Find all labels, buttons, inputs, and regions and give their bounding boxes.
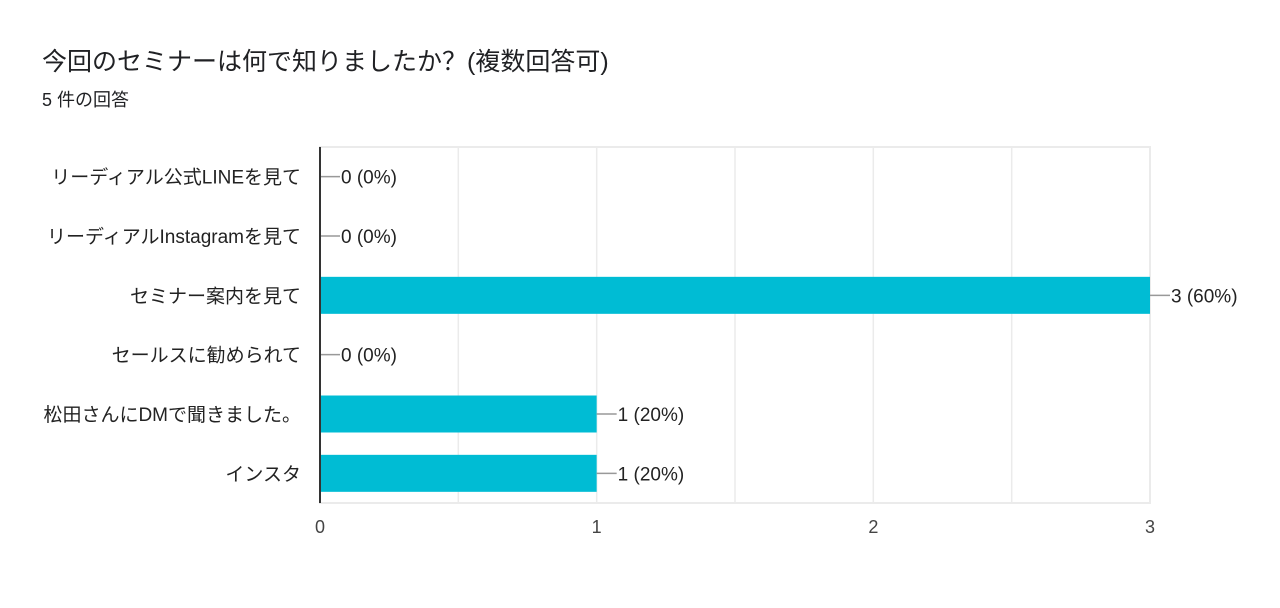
category-label: リーディアル公式LINEを見て <box>51 167 301 189</box>
bar <box>320 395 597 433</box>
data-label: 0 (0%) <box>341 168 397 189</box>
x-tick-label: 2 <box>868 517 878 537</box>
data-label: 0 (0%) <box>341 346 397 367</box>
x-tick-label: 1 <box>592 517 602 537</box>
category-label: インスタ <box>225 463 301 485</box>
chart-title: 今回のセミナーは何で知りましたか？(複数回答可) <box>42 48 609 76</box>
data-label: 1 (20%) <box>618 464 685 485</box>
bar <box>320 276 1150 314</box>
x-tick-label: 3 <box>1145 517 1155 537</box>
data-label: 0 (0%) <box>341 227 397 248</box>
x-tick-label: 0 <box>315 517 325 537</box>
category-label: 松田さんにDMで聞きました。 <box>43 404 301 426</box>
category-label: リーディアルInstagramを見て <box>47 226 301 248</box>
data-label: 1 (20%) <box>618 405 685 426</box>
bar <box>320 454 597 492</box>
response-count: 5 件の回答 <box>42 90 130 110</box>
data-label: 3 (60%) <box>1171 286 1238 307</box>
category-label: セミナー案内を見て <box>130 285 301 307</box>
category-label: セールスに勧められて <box>112 345 301 367</box>
